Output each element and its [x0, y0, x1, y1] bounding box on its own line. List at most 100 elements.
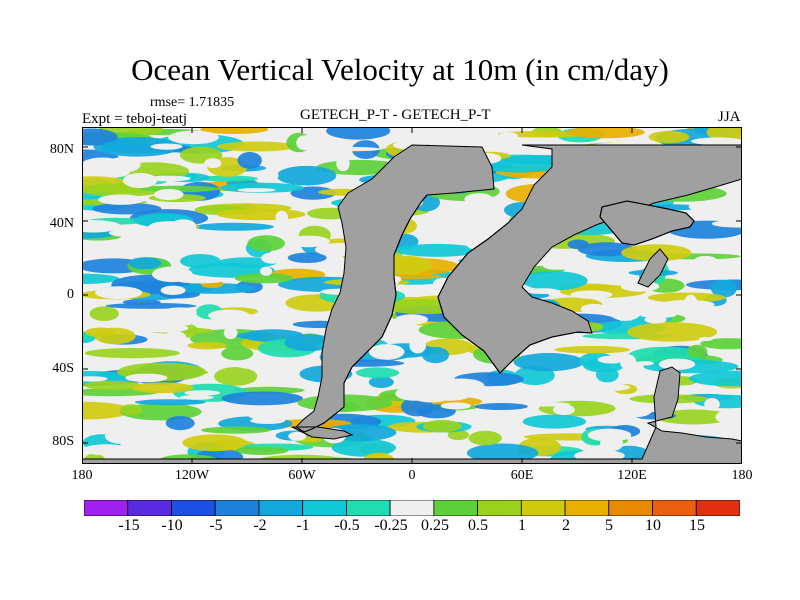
- neutral-patch: [261, 252, 284, 264]
- neutral-patch: [479, 136, 502, 149]
- velocity-patch: [326, 127, 391, 140]
- experiment-label: Expt = teboj-teatj: [82, 111, 188, 127]
- colorbar-swatch: [433, 500, 478, 516]
- neutral-patch: [162, 307, 197, 317]
- velocity-patch: [84, 348, 180, 359]
- neutral-patch: [155, 317, 194, 327]
- lon-label-120e: 120E: [617, 468, 647, 483]
- colorbar-swatch: [477, 500, 522, 516]
- neutral-patch: [154, 188, 184, 201]
- neutral-patch: [704, 398, 720, 411]
- neutral-patch: [620, 354, 637, 370]
- lon-label-60e: 60E: [510, 468, 534, 483]
- neutral-patch: [95, 286, 143, 300]
- velocity-patch: [236, 332, 267, 339]
- colorbar-label-neg0-25: -0.25: [374, 517, 408, 534]
- colorbar-label-1: 1: [518, 517, 526, 534]
- velocity-patch: [165, 416, 195, 431]
- colorbar-label-2: 2: [562, 517, 570, 534]
- neutral-patch: [163, 331, 187, 346]
- velocity-patch: [237, 152, 262, 169]
- velocity-patch: [92, 203, 162, 215]
- velocity-patch: [89, 306, 119, 321]
- velocity-patch: [595, 367, 619, 383]
- velocity-patch: [82, 273, 120, 284]
- colorbar-swatch: [171, 500, 216, 516]
- lat-label-80s: 80S: [52, 434, 74, 449]
- neutral-patch: [498, 132, 519, 141]
- neutral-patch: [635, 361, 654, 366]
- neutral-patch: [286, 235, 330, 248]
- neutral-patch: [204, 158, 222, 169]
- neutral-patch: [325, 147, 382, 152]
- velocity-patch: [627, 322, 718, 342]
- velocity-patch: [194, 222, 274, 231]
- neutral-patch: [288, 431, 307, 441]
- neutral-patch: [247, 408, 298, 422]
- neutral-patch: [260, 266, 273, 276]
- velocity-patch: [297, 394, 393, 412]
- land-antarctic-fragment: [82, 366, 742, 464]
- neutral-patch: [658, 358, 696, 370]
- colorbar-label-neg15: -15: [118, 517, 140, 534]
- neutral-patch: [148, 221, 192, 232]
- neutral-patch: [409, 337, 427, 354]
- colorbar-swatch: [564, 500, 610, 516]
- velocity-patch: [689, 370, 742, 387]
- colorbar-label-neg1: -1: [296, 517, 310, 534]
- velocity-patch: [687, 344, 708, 358]
- velocity-patch: [331, 438, 396, 457]
- velocity-patch: [287, 252, 327, 263]
- velocity-patch: [134, 399, 206, 406]
- coastline-basin: [599, 200, 695, 246]
- neutral-patch: [570, 290, 613, 299]
- neutral-patch: [410, 386, 452, 403]
- velocity-patch: [513, 353, 584, 372]
- velocity-patch: [290, 186, 336, 200]
- velocity-patch: [94, 327, 136, 345]
- colorbar-swatch: [302, 500, 347, 516]
- lon-label-120w: 120W: [174, 468, 210, 483]
- neutral-patch: [464, 193, 494, 206]
- neutral-patch: [691, 137, 742, 146]
- neutral-patch: [694, 255, 717, 266]
- neutral-patch: [524, 288, 560, 294]
- lon-label-180w: 180: [71, 468, 93, 483]
- neutral-patch: [275, 210, 288, 224]
- coastline-africa: [437, 222, 593, 374]
- velocity-patch: [175, 283, 255, 294]
- velocity-patch: [522, 414, 587, 429]
- velocity-patch: [355, 367, 400, 379]
- lat-label-equator: 0: [67, 287, 74, 302]
- velocity-patch: [221, 346, 254, 361]
- neutral-patch: [82, 157, 125, 173]
- velocity-patch: [84, 380, 142, 391]
- velocity-patch: [368, 376, 394, 388]
- colorbar-label-neg2: -2: [253, 517, 267, 534]
- neutral-patch: [659, 300, 715, 309]
- colorbar-label-neg5: -5: [209, 517, 223, 534]
- velocity-patch: [221, 391, 303, 406]
- neutral-patch: [237, 188, 276, 193]
- neutral-patch: [157, 240, 185, 245]
- colorbar-swatch: [258, 500, 304, 516]
- velocity-patch: [128, 257, 162, 270]
- neutral-patch: [266, 169, 279, 181]
- neutral-patch: [698, 337, 713, 341]
- coastline-outlines: [295, 194, 695, 433]
- colorbar-label-0-5: 0.5: [468, 517, 488, 534]
- colorbar-swatch: [127, 500, 172, 516]
- neutral-patch: [223, 326, 238, 339]
- neutral-patch: [146, 428, 175, 438]
- colorbar-label-neg0-5: -0.5: [334, 517, 360, 534]
- colorbar-swatch: [520, 500, 566, 516]
- velocity-patch: [234, 273, 294, 284]
- velocity-patch: [234, 446, 289, 455]
- velocity-patch: [468, 430, 502, 446]
- vertical-velocity-map: [82, 127, 742, 464]
- lat-label-80n: 80N: [49, 142, 74, 157]
- velocity-patch: [82, 401, 132, 420]
- velocity-patch: [214, 367, 258, 386]
- colorbar-swatch: [608, 500, 653, 516]
- neutral-patch: [99, 424, 141, 429]
